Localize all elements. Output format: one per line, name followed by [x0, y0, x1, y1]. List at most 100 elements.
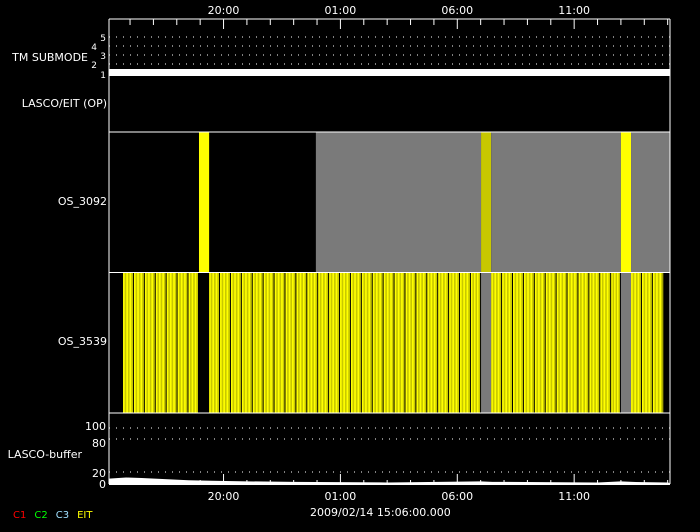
os3539-subblock — [290, 273, 293, 413]
os3539-separator — [480, 273, 482, 413]
panel-label-tm-submode: TM SUBMODE — [12, 51, 88, 64]
os3539-subblock — [391, 273, 394, 413]
os3539-subblock — [330, 273, 333, 413]
os3539-segment — [620, 273, 632, 413]
os3539-subblock — [468, 273, 470, 413]
os3539-subblock — [528, 273, 531, 413]
legend-item: C3 — [55, 510, 70, 521]
os3539-subblock — [410, 273, 413, 413]
os3539-subblock — [359, 273, 361, 413]
legend-item: C2 — [34, 510, 48, 521]
os3539-separator — [522, 273, 525, 413]
os3539-subblock — [639, 273, 641, 413]
os3539-subblock — [594, 273, 596, 413]
os3539-separator — [459, 273, 461, 413]
buffer-tick-label: 0 — [99, 478, 106, 491]
os3539-subblock — [612, 273, 615, 413]
os3539-separator — [469, 273, 472, 413]
os3539-subblock — [536, 273, 539, 413]
panel-label-os-3092: OS_3092 — [57, 195, 107, 208]
os3539-subblock — [319, 273, 322, 413]
os3539-separator — [619, 273, 622, 413]
tm-tick-label: 1 — [100, 71, 106, 81]
os3539-subblock — [499, 273, 501, 413]
os3539-subblock — [131, 273, 133, 413]
os3539-separator — [577, 273, 579, 413]
os3539-separator — [555, 273, 557, 413]
os3539-subblock — [344, 273, 347, 413]
bottom-tick-label: 01:00 — [325, 490, 357, 503]
os3539-subblock — [575, 273, 578, 413]
date-label: 2009/02/14 15:06:00.000 — [310, 506, 451, 519]
os3539-subblock — [654, 273, 657, 413]
os3539-subblock — [542, 273, 545, 413]
os3539-subblock — [443, 273, 445, 413]
os3539-subblock — [439, 273, 442, 413]
os3539-subblock — [539, 273, 542, 413]
panel-label-lasco-eit: LASCO/EIT (OP) — [21, 97, 107, 110]
os3539-subblock — [243, 273, 246, 413]
os3539-subblock — [432, 273, 434, 413]
os3539-separator — [371, 273, 373, 413]
os3539-separator — [544, 273, 546, 413]
os3539-subblock — [388, 273, 391, 413]
os3539-separator — [393, 273, 395, 413]
os3539-subblock — [282, 273, 285, 413]
bottom-tick-label: 11:00 — [558, 490, 590, 503]
os3539-separator — [360, 273, 363, 413]
os3539-subblock — [569, 273, 571, 413]
os3539-subblock — [334, 273, 336, 413]
os3539-subblock — [304, 273, 307, 413]
os3539-subblock — [553, 273, 556, 413]
os3539-subblock — [268, 273, 271, 413]
os3539-subblock — [254, 273, 257, 413]
os3539-separator — [306, 273, 308, 413]
os3539-subblock — [138, 273, 141, 413]
os3539-separator — [426, 273, 428, 413]
os3539-subblock — [363, 273, 366, 413]
os3092-segment — [620, 132, 632, 272]
os3539-subblock — [597, 273, 600, 413]
panel-label-lasco-buffer: LASCO-buffer — [7, 448, 82, 461]
os3539-segment — [481, 273, 492, 413]
os3539-separator — [511, 273, 514, 413]
top-tick-label: 11:00 — [558, 4, 590, 17]
os3539-subblock — [646, 273, 649, 413]
os3539-subblock — [586, 273, 589, 413]
os3539-separator — [262, 273, 264, 413]
os3539-separator — [219, 273, 221, 413]
os3539-subblock — [572, 273, 575, 413]
os3539-subblock — [135, 273, 138, 413]
os3539-subblock — [235, 273, 238, 413]
os3539-subblock — [160, 273, 163, 413]
os3539-separator — [284, 273, 286, 413]
os3539-subblock — [413, 273, 416, 413]
os3092-segment — [481, 132, 492, 272]
os3539-subblock — [326, 273, 329, 413]
os3539-subblock — [399, 273, 402, 413]
os3539-subblock — [250, 273, 252, 413]
os3539-subblock — [661, 273, 663, 413]
os3539-subblock — [446, 273, 449, 413]
os3539-subblock — [182, 273, 185, 413]
os3539-subblock — [580, 273, 582, 413]
os3539-separator — [610, 273, 612, 413]
os3539-subblock — [232, 273, 235, 413]
os3539-subblock — [196, 273, 198, 413]
os3539-separator — [599, 273, 601, 413]
os3539-subblock — [185, 273, 188, 413]
os3539-subblock — [421, 273, 423, 413]
os3539-subblock — [337, 273, 339, 413]
os3539-subblock — [385, 273, 387, 413]
os3539-subblock — [396, 273, 398, 413]
os3539-subblock — [583, 273, 585, 413]
os3092-segment — [491, 132, 621, 272]
os3539-separator — [501, 273, 503, 413]
os3539-separator — [197, 273, 200, 413]
os3539-subblock — [174, 273, 177, 413]
os3539-separator — [229, 273, 232, 413]
os3539-subblock — [435, 273, 438, 413]
os3539-subblock — [348, 273, 350, 413]
os3539-subblock — [228, 273, 230, 413]
